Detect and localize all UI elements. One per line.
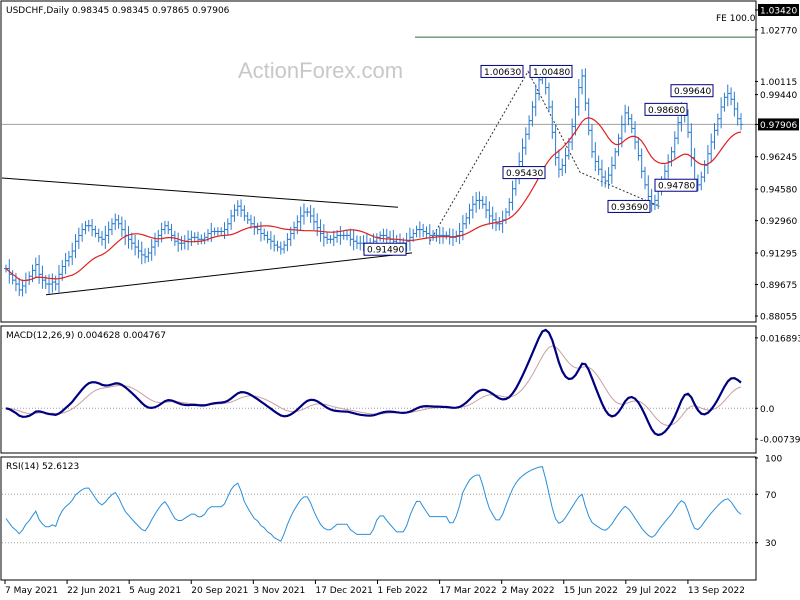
price-header: USDCHF,Daily 0.98345 0.98345 0.97865 0.9… <box>6 6 230 16</box>
annotation-box <box>670 84 714 98</box>
price-axis-label: 0.92960 <box>760 217 797 227</box>
price-axis-label: 0.88055 <box>760 313 797 323</box>
price-axis-label: 0.91295 <box>760 250 797 260</box>
macd-axis-label: -0.007393 <box>760 436 800 446</box>
x-axis-label: 7 May 2021 <box>5 586 58 596</box>
macd-plot <box>2 328 755 437</box>
x-axis-label: 13 Sep 2022 <box>688 586 745 596</box>
price-axis-highlight <box>758 4 799 16</box>
upper-trendline <box>1 177 399 208</box>
watermark: ActionForex.com <box>238 58 403 83</box>
macd-signal-line <box>5 345 742 427</box>
price-y-axis: 1.03420 1.02770 1.00115 0.99440 0.97906 0.962… <box>755 4 799 323</box>
projection-path <box>429 70 661 242</box>
price-plot: 1.00630 1.00480 0.99640 0.98680 0.95430 0.947… <box>1 36 755 297</box>
x-axis-label: 5 Aug 2021 <box>129 586 181 596</box>
rsi-panel: RSI(14) 52.6123 100 70 30 <box>0 455 782 581</box>
annotation-box <box>363 242 407 256</box>
macd-axis-label: 0.0 <box>760 405 775 415</box>
x-axis-label: 22 Jun 2021 <box>67 586 121 596</box>
moving-average-line <box>5 117 742 282</box>
price-axis-label: 0.89675 <box>760 281 797 291</box>
price-axis-label: 0.99440 <box>760 91 797 101</box>
rsi-axis-label: 30 <box>765 539 777 549</box>
rsi-y-axis: 100 70 30 <box>755 455 782 549</box>
price-axis-label: 1.00115 <box>760 78 797 88</box>
macd-panel-frame <box>0 325 757 454</box>
x-axis-label: 17 Dec 2021 <box>315 586 373 596</box>
price-axis-label: 0.97906 <box>760 121 797 131</box>
x-axis-label: 3 Nov 2021 <box>253 586 305 596</box>
annotation-label: 0.98680 <box>648 106 685 116</box>
annotation-label: 0.93690 <box>611 203 648 213</box>
rsi-line <box>5 466 742 542</box>
price-axis-label: 1.03420 <box>760 7 797 17</box>
macd-line <box>5 328 742 437</box>
macd-panel: MACD(12,26,9) 0.004628 0.004767 0.016893… <box>0 325 800 454</box>
rsi-header: RSI(14) 52.6123 <box>6 462 79 472</box>
macd-y-axis: 0.016893 0.0 -0.007393 <box>755 334 800 446</box>
annotation-label: 1.00480 <box>533 68 570 78</box>
x-axis-label: 15 Jun 2022 <box>564 586 618 596</box>
annotation-label: 0.99640 <box>674 87 711 97</box>
fe-label: FE 100.0 <box>716 14 756 24</box>
time-x-axis: 7 May 2021 22 Jun 2021 5 Aug 2021 20 Sep 20… <box>4 580 745 596</box>
rsi-plot <box>2 466 755 544</box>
annotation-label: 0.94780 <box>658 182 695 192</box>
x-axis-label: 17 Mar 2022 <box>440 586 497 596</box>
price-panel-frame <box>0 0 757 323</box>
annotation-box <box>654 178 698 192</box>
rsi-axis-label: 70 <box>765 491 777 501</box>
x-axis-label: 1 Feb 2022 <box>378 586 428 596</box>
annotation-box <box>607 199 651 213</box>
rsi-panel-frame <box>0 456 757 581</box>
x-axis-label: 2 May 2022 <box>502 586 555 596</box>
price-axis-highlight <box>758 118 799 131</box>
annotation-label: 1.00630 <box>484 68 521 78</box>
macd-header: MACD(12,26,9) 0.004628 0.004767 <box>6 331 166 341</box>
price-axis-label: 0.96245 <box>760 153 797 163</box>
rsi-axis-label: 100 <box>765 455 782 465</box>
macd-axis-label: 0.016893 <box>760 334 800 344</box>
annotation-box <box>644 102 688 116</box>
x-axis-label: 29 Jul 2022 <box>626 586 677 596</box>
annotation-box <box>480 64 524 78</box>
price-axis-label: 1.02770 <box>760 26 797 36</box>
x-axis-label: 20 Sep 2021 <box>191 586 248 596</box>
annotation-box <box>502 166 546 180</box>
lower-trendline <box>45 252 413 296</box>
annotation-label: 0.95430 <box>506 169 543 179</box>
price-axis-label: 0.94580 <box>760 186 797 196</box>
annotation-label: 0.91490 <box>367 246 404 256</box>
annotation-box <box>529 64 573 78</box>
price-panel: USDCHF,Daily 0.98345 0.98345 0.97865 0.9… <box>0 0 799 323</box>
